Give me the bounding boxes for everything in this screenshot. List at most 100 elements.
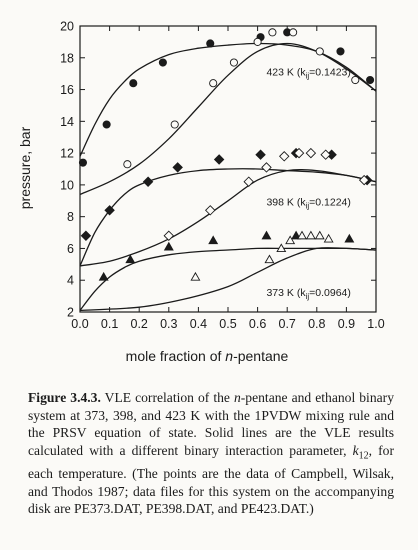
vapor-data-point [253,37,262,46]
vapor-data-point [276,243,287,253]
vapor-data-point [123,160,132,169]
liquid-data-point [129,79,138,88]
series-label-end: =0.0964) [309,287,351,299]
liquid-data-point [261,230,272,240]
series-layer [78,28,377,312]
vapor-data-point [205,205,216,216]
caption-fragment: 12 [358,450,369,462]
y-tick-label: 16 [60,83,74,97]
liquid-data-point [208,235,219,245]
series-label-sub: ij [306,202,310,211]
figure-label: Figure 3.4.3. [28,390,101,405]
y-tick-label: 4 [67,274,74,288]
x-tick-label: 0.6 [249,317,266,331]
x-tick-label: 0.7 [279,317,296,331]
liquid-data-point [80,230,92,241]
liquid-data-point [78,158,88,167]
x-tick-label: 0.8 [308,317,325,331]
y-tick-label: 2 [67,306,74,320]
x-tick-label: 0.2 [131,317,148,331]
x-tick-label: 0.9 [338,317,355,331]
series-label-main: 423 K (k [266,66,306,78]
vapor-data-point [229,58,238,67]
y-axis-label: pressure, bar [17,126,33,209]
series-group [79,147,377,267]
figure-caption: Figure 3.4.3. VLE correlation of the n-p… [28,389,394,518]
caption-fragment: , for each temperature. (The points are … [28,442,394,517]
vapor-data-point [358,174,370,186]
x-axis-label: mole fraction of n-pentane [126,348,289,364]
vapor-data-point [209,79,218,88]
vapor-data-point [323,233,334,243]
y-tick-label: 14 [60,115,74,129]
dew-curve [79,42,377,195]
vle-chart: 0.0 0.1 0.2 0.3 0.4 0.5 0.6 0.7 0.8 0.9 1.0 2 4 6 8 10… [17,20,385,365]
liquid-data-point [163,241,174,251]
liquid-data-point [142,176,154,187]
vapor-data-point [320,149,331,160]
series-label-end: =0.1423) [309,66,351,78]
y-tick-label: 20 [60,20,74,34]
caption-fragment: k [352,442,359,458]
dew-curve [79,169,377,267]
x-tick-label: 0.5 [219,317,236,331]
y-tick-label: 12 [60,147,74,161]
y-tick-label: 6 [67,242,74,256]
series-group [78,28,377,195]
bubble-curve [79,42,377,157]
vapor-data-point [279,151,290,162]
vapor-data-point [305,147,317,159]
x-tick-label: 0.3 [160,317,177,331]
liquid-data-point [291,230,302,240]
vapor-data-point [305,230,316,240]
vapor-data-point [314,230,325,240]
series-label-sub: ij [306,292,310,301]
vapor-data-point [190,271,201,281]
caption-fragment: -pentane and ethanol binary system at 37… [28,390,394,458]
liquid-data-point [366,75,375,85]
vapor-data-point [170,120,179,129]
x-tick-label: 1.0 [367,317,384,331]
x-tick-label: 0.1 [101,317,118,331]
dew-curve [79,247,377,312]
x-tick-label: 0.4 [190,317,207,331]
series-label-main: 373 K (k [266,287,306,299]
liquid-data-point [213,154,225,165]
y-tick-label: 10 [60,178,74,192]
x-tick-label: 0.0 [71,317,88,331]
liquid-data-point [344,233,355,243]
vapor-data-point [264,254,275,264]
vapor-data-point [351,75,360,85]
series-labels: 423 K (kij=0.1423)398 K (kij=0.1224)373 … [266,66,350,301]
caption-fragment: VLE correlation of the [100,390,234,405]
caption-fragment: n [233,390,241,405]
x-label-part: -pentane [233,348,288,364]
series-label-sub: ij [306,71,310,80]
liquid-data-point [102,120,111,129]
vapor-data-point [285,235,296,245]
series-group [79,230,377,312]
bubble-curve [79,168,377,267]
liquid-data-point [98,271,109,281]
x-label-part: n [225,348,233,364]
liquid-data-point [206,39,215,48]
vapor-data-point [261,162,272,173]
x-label-part: mole fraction of [126,348,226,364]
caption-text: VLE correlation of the n-pentane and eth… [28,390,394,516]
vapor-data-point [268,28,277,37]
y-tick-label: 8 [67,210,74,224]
y-axis: 2 4 6 8 10 12 14 16 18 20 [60,20,376,320]
liquid-data-point [255,149,266,160]
y-tick-label: 18 [60,51,74,65]
series-label: 373 K (kij=0.0964) [266,287,350,301]
vapor-data-point [289,28,298,37]
series-label-main: 398 K (k [266,197,306,209]
liquid-data-point [336,47,345,56]
series-label: 398 K (kij=0.1224) [266,197,350,211]
vapor-data-point [297,230,307,240]
liquid-data-point [172,162,183,173]
bubble-curve [79,247,377,311]
vapor-data-point [243,176,254,187]
series-label: 423 K (kij=0.1423) [266,66,350,80]
liquid-data-point [125,254,136,264]
